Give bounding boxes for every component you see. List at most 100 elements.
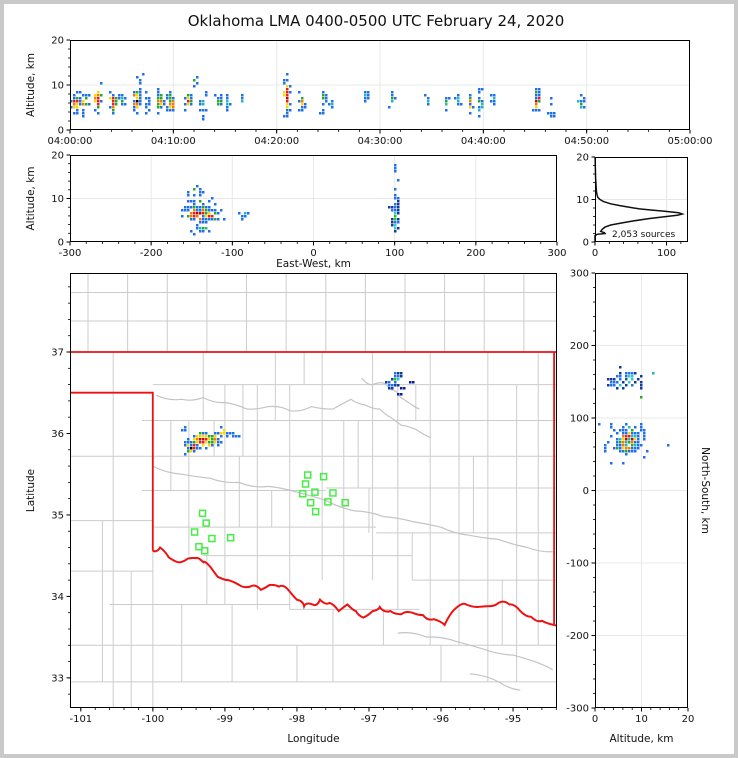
- source-point: [199, 206, 202, 209]
- x-axis-label: Longitude: [287, 733, 339, 745]
- y-tick-label: 300: [570, 269, 589, 280]
- lma-station-marker: [190, 528, 199, 536]
- panel-altitude-histogram[interactable]: 2,053 sources 0 100 0 10 20: [576, 153, 688, 259]
- source-point: [553, 112, 556, 115]
- source-point: [193, 79, 196, 82]
- source-point: [220, 100, 223, 103]
- source-point: [79, 100, 82, 103]
- source-point: [160, 97, 163, 100]
- source-point: [208, 435, 211, 438]
- source-point: [631, 384, 634, 387]
- source-point: [121, 94, 124, 97]
- y-tick-label: 0: [58, 238, 64, 249]
- source-point: [286, 106, 289, 109]
- source-point: [217, 444, 220, 447]
- source-point: [205, 438, 208, 441]
- source-point: [160, 103, 163, 106]
- source-point: [76, 100, 79, 103]
- source-point: [196, 209, 199, 212]
- panel-eastwest-height[interactable]: -300 -200 -100 0 100 200 300 0 10 20 East-West, km…: [25, 151, 567, 271]
- source-point: [481, 103, 484, 106]
- river-line: [152, 465, 553, 553]
- source-point: [73, 112, 76, 115]
- source-point: [214, 209, 217, 212]
- source-point: [622, 450, 625, 453]
- source-point: [577, 100, 580, 103]
- source-point: [394, 218, 397, 221]
- lma-station-marker: [311, 488, 319, 496]
- source-point: [184, 209, 187, 212]
- source-point: [640, 375, 643, 378]
- source-point: [547, 112, 550, 115]
- source-point: [457, 97, 460, 100]
- lma-station-marker: [341, 498, 349, 507]
- x-tick-label: 100: [385, 248, 404, 259]
- source-point: [214, 94, 217, 97]
- source-point: [322, 112, 325, 115]
- source-point: [283, 82, 286, 85]
- source-point: [115, 97, 118, 100]
- source-point: [193, 212, 196, 215]
- source-point: [604, 447, 607, 450]
- panel-height-northsouth[interactable]: 0 10 20 -300 -200 -100 0 100 200 300 Altitude, km N…: [566, 269, 711, 746]
- source-point: [628, 381, 631, 384]
- source-point: [535, 97, 538, 100]
- river-line: [361, 377, 420, 410]
- lma-station-marker: [208, 534, 216, 543]
- source-point: [133, 103, 136, 106]
- source-point: [202, 191, 205, 194]
- panel-plan-view-map[interactable]: -101 -100 -99 -98 -97 -96 -95 33 34 35 36 37 Longitu…: [25, 273, 558, 745]
- lma-station-marker: [226, 533, 235, 542]
- x-tick-label: -96: [433, 714, 449, 725]
- panel-time-height[interactable]: 04:00:00 04:10:00 04:20:00 04:30:00 04:40:00…: [25, 36, 712, 148]
- source-point: [205, 227, 208, 230]
- source-point: [388, 387, 391, 390]
- source-point: [196, 227, 199, 230]
- source-point: [202, 109, 205, 112]
- source-point: [631, 444, 634, 447]
- source-point: [619, 378, 622, 381]
- source-point: [202, 221, 205, 224]
- source-point: [619, 375, 622, 378]
- source-point: [109, 97, 112, 100]
- source-point: [97, 97, 100, 100]
- source-point: [646, 450, 649, 453]
- source-point: [394, 378, 397, 381]
- source-point: [112, 109, 115, 112]
- source-point: [184, 429, 187, 432]
- source-point: [283, 94, 286, 97]
- source-point: [157, 100, 160, 103]
- source-point: [286, 91, 289, 94]
- source-point: [631, 450, 634, 453]
- source-point: [190, 447, 193, 450]
- source-point: [205, 91, 208, 94]
- source-point: [469, 106, 472, 109]
- source-point: [169, 103, 172, 106]
- source-point: [208, 230, 211, 233]
- source-point: [550, 112, 553, 115]
- x-tick-label: 05:00:00: [668, 136, 713, 147]
- source-point: [100, 82, 103, 85]
- source-point: [205, 441, 208, 444]
- source-point: [457, 100, 460, 103]
- source-point: [643, 438, 646, 441]
- x-tick-label: 04:30:00: [358, 136, 403, 147]
- x-tick-label: 100: [657, 248, 676, 259]
- source-point: [628, 435, 631, 438]
- source-point: [136, 97, 139, 100]
- source-point: [229, 103, 232, 106]
- source-point: [394, 212, 397, 215]
- source-point: [181, 429, 184, 432]
- source-point: [190, 441, 193, 444]
- source-point: [610, 426, 613, 429]
- source-point: [616, 447, 619, 450]
- x-tick-label: 04:10:00: [151, 136, 196, 147]
- source-point: [172, 109, 175, 112]
- source-point: [169, 97, 172, 100]
- source-point: [133, 106, 136, 109]
- source-point: [613, 384, 616, 387]
- source-point: [100, 100, 103, 103]
- eastwest-height-plot: -300 -200 -100 0 100 200 300 0 10 20 East-West, km…: [25, 151, 567, 271]
- source-point: [211, 435, 214, 438]
- source-point: [325, 94, 328, 97]
